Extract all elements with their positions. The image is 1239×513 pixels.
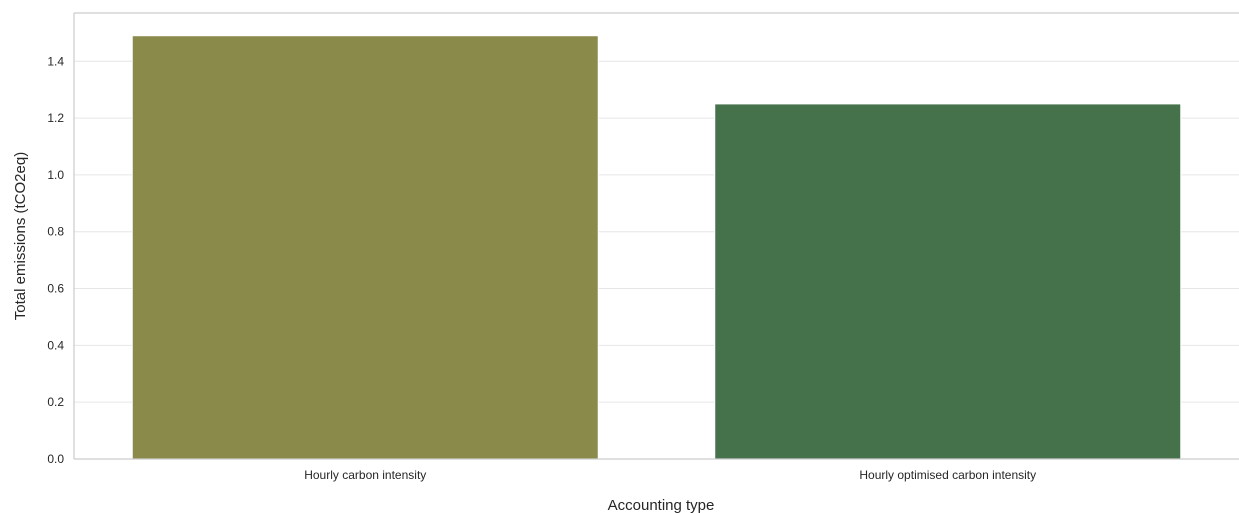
x-tick-label: Hourly optimised carbon intensity: [859, 468, 1036, 482]
y-tick-label: 0.4: [47, 338, 64, 352]
x-axis-label: Accounting type: [608, 497, 715, 513]
y-axis-label: Total emissions (tCO2eq): [12, 152, 29, 320]
y-tick-label: 0.6: [47, 282, 64, 296]
y-tick-label: 0.0: [47, 452, 64, 466]
y-tick-label: 1.0: [47, 168, 64, 182]
x-tick-label: Hourly carbon intensity: [304, 468, 426, 482]
y-tick-label: 1.4: [47, 54, 64, 68]
axes-spines: [73, 12, 1239, 460]
bar: [131, 35, 599, 460]
y-tick-label: 0.8: [47, 225, 64, 239]
y-tick-label: 1.2: [47, 111, 64, 125]
y-tick-label: 0.2: [47, 395, 64, 409]
x-tick-labels: Hourly carbon intensity Hourly optimised …: [304, 468, 1036, 482]
bar: [714, 103, 1182, 460]
y-tick-labels: 0.0 0.2 0.4 0.6 0.8 1.0 1.2 1.4: [47, 54, 64, 466]
bars: [131, 35, 1182, 460]
